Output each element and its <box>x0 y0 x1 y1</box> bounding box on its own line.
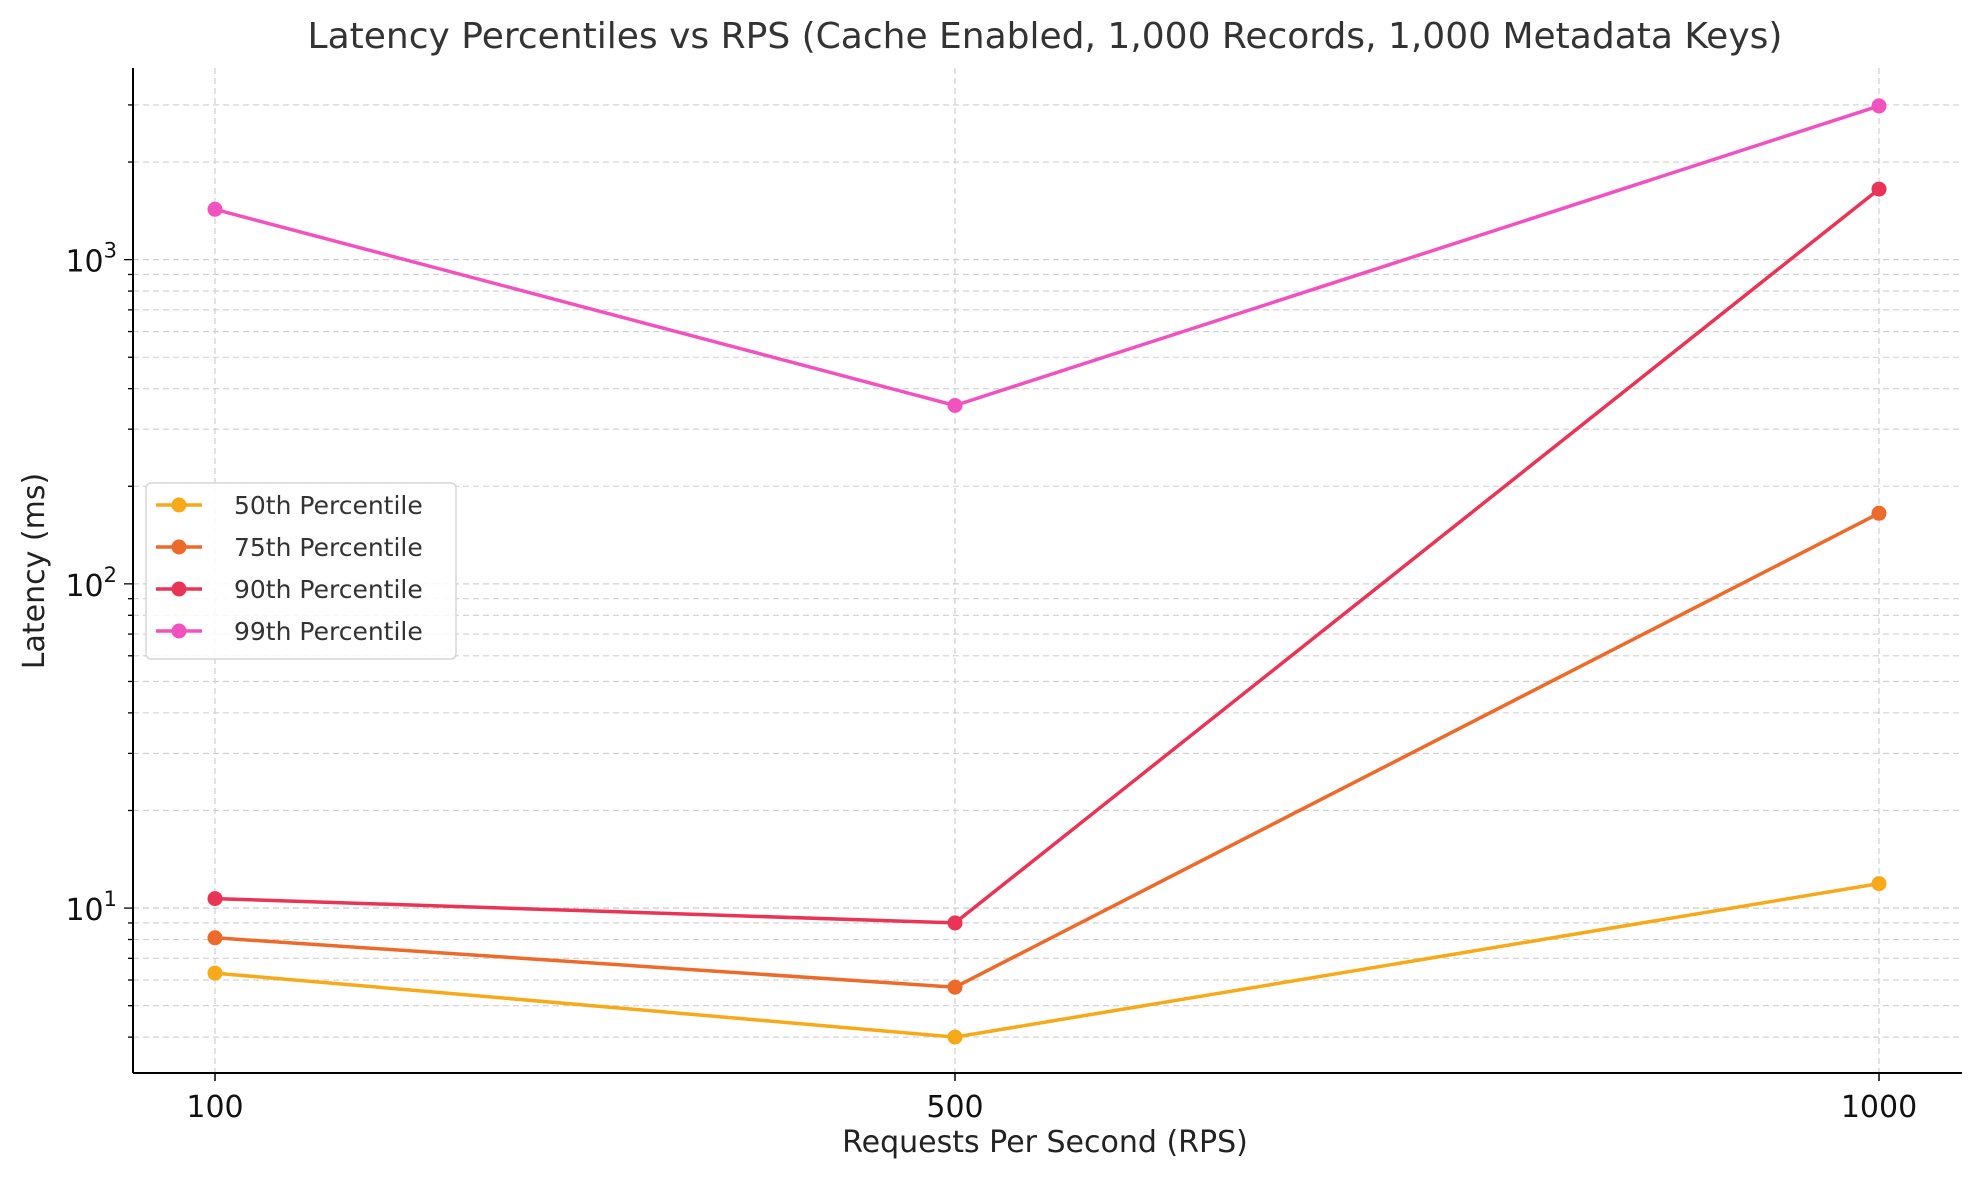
grid <box>133 68 1962 1073</box>
x-tick-label: 1000 <box>1841 1090 1917 1125</box>
legend-label: 50th Percentile <box>234 491 423 520</box>
legend-label: 90th Percentile <box>234 575 423 604</box>
legend: 50th Percentile 75th Percentile 90th Perce… <box>145 482 457 660</box>
data-point-99th-percentile <box>1871 98 1887 114</box>
legend-marker <box>171 581 187 597</box>
data-point-90th-percentile <box>947 915 963 931</box>
data-point-90th-percentile <box>207 891 223 907</box>
axes <box>132 68 1962 1074</box>
data-point-99th-percentile <box>947 398 963 413</box>
data-point-50th-percentile <box>207 965 223 981</box>
y-tick-label: 103 <box>65 239 117 280</box>
legend-marker <box>171 623 187 639</box>
data-point-50th-percentile <box>947 1029 963 1045</box>
legend-box <box>145 482 457 660</box>
series-line-99th-percentile <box>214 104 1880 408</box>
legend-marker <box>171 539 187 555</box>
data-point-75th-percentile <box>207 930 223 946</box>
data-point-50th-percentile <box>1871 876 1887 892</box>
series-group <box>207 98 1887 1045</box>
legend-label: 75th Percentile <box>234 533 423 562</box>
x-axis-label: Requests Per Second (RPS) <box>842 1125 1248 1160</box>
x-tick-label: 500 <box>926 1090 983 1125</box>
y-tick-label: 101 <box>65 887 117 928</box>
series-line-90th-percentile <box>214 187 1881 925</box>
data-point-99th-percentile <box>207 201 223 217</box>
data-point-75th-percentile <box>947 979 963 995</box>
legend-marker <box>171 497 187 513</box>
data-point-90th-percentile <box>1871 181 1887 197</box>
y-ticks: 101 102 103 <box>65 104 133 1038</box>
y-tick-label: 102 <box>65 563 117 604</box>
x-tick-label: 100 <box>186 1090 243 1125</box>
chart-title: Latency Percentiles vs RPS (Cache Enable… <box>308 16 1783 57</box>
legend-label: 99th Percentile <box>234 617 423 646</box>
data-point-75th-percentile <box>1871 505 1887 521</box>
x-ticks: 100 500 1000 <box>186 1073 1917 1125</box>
y-axis-label: Latency (ms) <box>17 473 52 669</box>
